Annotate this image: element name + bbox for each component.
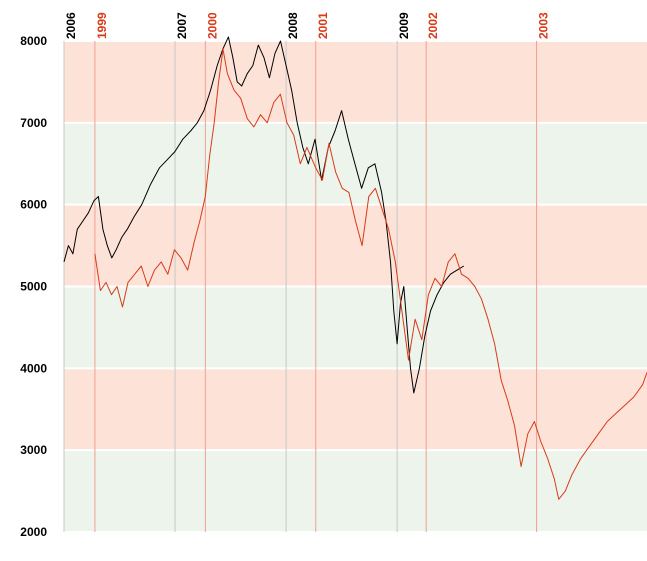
y-tick-label: 2000 [20, 525, 47, 539]
band [64, 450, 647, 532]
x-tick-label: 2003 [537, 12, 551, 39]
x-tick-label: 2009 [397, 12, 411, 39]
x-tick-label: 2006 [64, 12, 78, 39]
band [64, 204, 647, 287]
y-tick-label: 4000 [20, 361, 47, 375]
band [64, 41, 647, 123]
band [64, 122, 647, 205]
series-line [94, 48, 647, 500]
y-tick-label: 5000 [20, 280, 47, 294]
x-tick-label: 1999 [95, 12, 109, 39]
x-tick-label: 2008 [286, 12, 300, 39]
series-line [63, 36, 465, 394]
y-tick-label: 8000 [20, 34, 47, 48]
y-tick-label: 7000 [20, 116, 47, 130]
band [64, 368, 647, 451]
band [64, 286, 647, 369]
y-tick-label: 3000 [20, 443, 47, 457]
y-tick-label: 6000 [20, 198, 47, 212]
x-tick-label: 2007 [175, 12, 189, 39]
x-tick-label: 2002 [426, 12, 440, 39]
x-tick-label: 2001 [316, 12, 330, 39]
x-tick-label: 2000 [205, 12, 219, 39]
